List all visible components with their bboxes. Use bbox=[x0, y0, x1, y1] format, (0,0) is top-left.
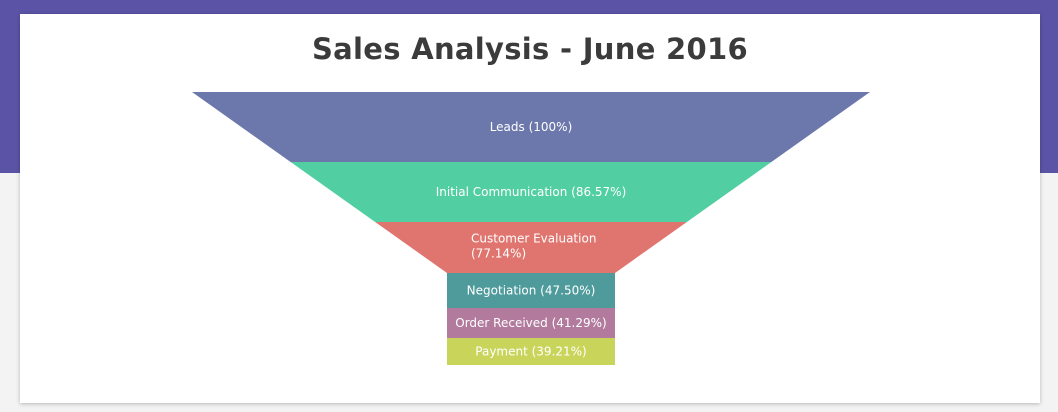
funnel-segment-initial-communication[interactable] bbox=[290, 162, 772, 222]
funnel-label-initial-communication: Initial Communication (86.57%) bbox=[436, 185, 627, 199]
funnel-segment-leads[interactable] bbox=[192, 92, 870, 162]
chart-card: Sales Analysis - June 2016 Leads (100%) I… bbox=[20, 14, 1040, 403]
funnel-segment-order-received[interactable] bbox=[447, 308, 615, 338]
funnel-label-leads: Leads (100%) bbox=[490, 120, 573, 134]
funnel-label-payment: Payment (39.21%) bbox=[475, 345, 586, 359]
chart-title: Sales Analysis - June 2016 bbox=[312, 32, 748, 66]
funnel-label-negotiation: Negotiation (47.50%) bbox=[467, 284, 596, 298]
funnel-segment-payment[interactable] bbox=[447, 338, 615, 365]
funnel-segment-customer-evaluation[interactable] bbox=[375, 222, 687, 273]
funnel-label-order-received: Order Received (41.29%) bbox=[455, 316, 606, 330]
funnel-segment-negotiation[interactable] bbox=[447, 273, 615, 308]
funnel-label-customer-evaluation: Customer Evaluation (77.14%) bbox=[471, 232, 596, 261]
funnel-chart: Leads (100%) Initial Communication (86.57… bbox=[192, 92, 870, 365]
